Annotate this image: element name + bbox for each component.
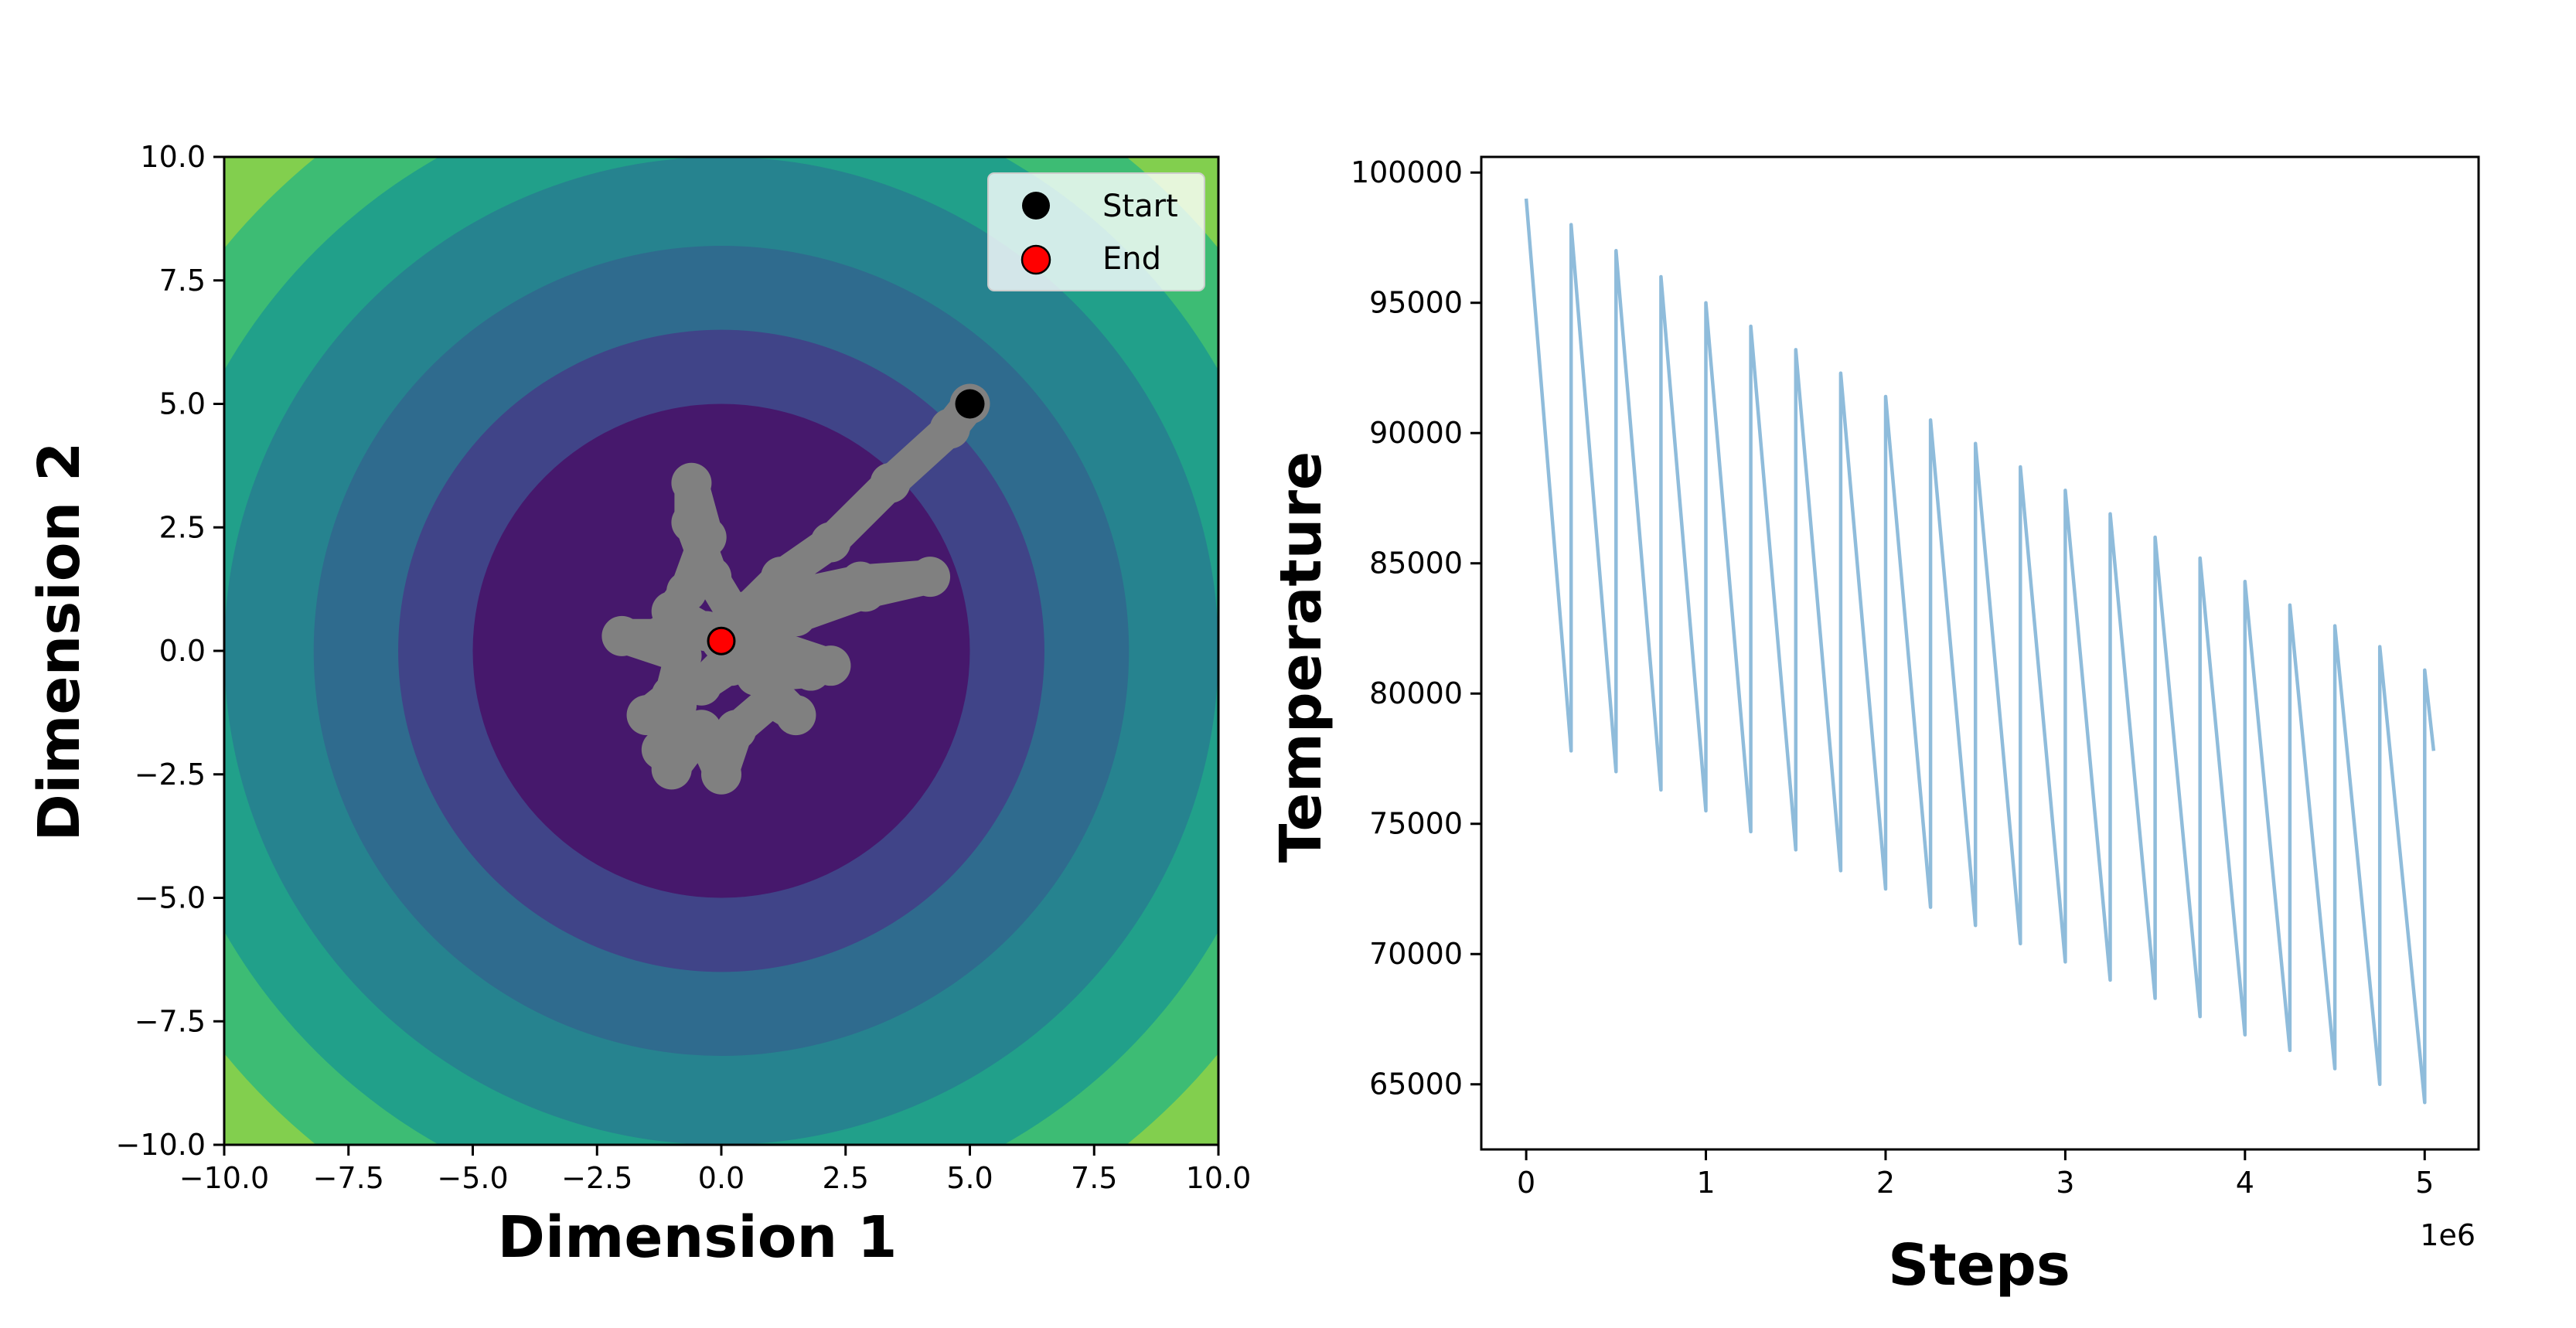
- legend-end-marker: [1021, 244, 1051, 275]
- x-tick-label: −5.0: [437, 1161, 508, 1195]
- y-tick-label: −7.5: [135, 1004, 206, 1038]
- right-x-axis-label: Steps: [1888, 1232, 2070, 1299]
- path-point: [870, 462, 911, 503]
- right-y-ticks: 65000 70000 75000 80000 85000 90000 95000 10000…: [1351, 155, 1481, 1102]
- path-point: [845, 571, 886, 612]
- x-tick-label: 10.0: [1186, 1161, 1252, 1195]
- right-plot-frame: [1480, 155, 2480, 1151]
- start-marker: [955, 389, 985, 419]
- y-tick-label: 85000: [1369, 547, 1463, 581]
- y-tick-label: −2.5: [135, 758, 206, 792]
- left-x-axis-label: Dimension 1: [498, 1204, 898, 1271]
- y-tick-label: 80000: [1369, 676, 1463, 710]
- legend: Start End: [987, 172, 1205, 291]
- temperature-chart: 0 1 2 3 4 5 65000 70000 75000 80000 85000 90000 950…: [1268, 155, 2480, 1299]
- x-tick-label: −7.5: [313, 1161, 384, 1195]
- left-x-ticks: −10.0 −7.5 −5.0 −2.5 0.0 2.5 5.0 7.5 10.0: [179, 1145, 1252, 1195]
- x-tick-label: 3: [2056, 1166, 2074, 1200]
- path-point: [601, 615, 642, 656]
- y-tick-label: 2.5: [159, 510, 206, 544]
- x-tick-label: 0.0: [698, 1161, 745, 1195]
- x-tick-label: 5.0: [946, 1161, 993, 1195]
- x-offset-label: 1e6: [2420, 1218, 2475, 1252]
- path-point: [751, 625, 792, 666]
- y-tick-label: 90000: [1369, 416, 1463, 450]
- right-x-ticks: 0 1 2 3 4 5: [1517, 1149, 2434, 1200]
- path-point: [701, 754, 741, 795]
- y-tick-label: 7.5: [159, 264, 206, 298]
- x-tick-label: −10.0: [179, 1161, 269, 1195]
- path-point: [929, 408, 970, 449]
- y-tick-label: 65000: [1369, 1068, 1463, 1102]
- temperature-series: [1524, 198, 2436, 1105]
- right-y-axis-label: Temperature: [1268, 451, 1334, 863]
- optimization-path: [601, 383, 990, 795]
- x-tick-label: −2.5: [561, 1161, 632, 1195]
- legend-end-label: End: [1102, 241, 1161, 277]
- x-tick-label: 0: [1517, 1166, 1535, 1200]
- contour-chart: −10.0 −7.5 −5.0 −2.5 0.0 2.5 5.0 7.5 10.0 −10.0−…: [26, 140, 1252, 1271]
- y-tick-label: 100000: [1351, 155, 1463, 189]
- y-tick-label: 95000: [1369, 286, 1463, 320]
- x-tick-label: 2: [1876, 1166, 1895, 1200]
- temperature-line: [1524, 198, 2436, 1105]
- path-point: [686, 517, 727, 558]
- path-point: [910, 557, 951, 598]
- x-tick-label: 1: [1696, 1166, 1715, 1200]
- y-tick-label: 75000: [1369, 807, 1463, 841]
- path-point: [716, 710, 757, 751]
- legend-start-marker: [1022, 192, 1050, 220]
- y-tick-label: 10.0: [140, 140, 206, 174]
- path-point: [661, 635, 702, 676]
- end-marker: [707, 626, 736, 655]
- path-point: [775, 596, 816, 637]
- path-point: [651, 749, 692, 790]
- path-point: [681, 710, 722, 751]
- path-point: [810, 645, 851, 686]
- x-tick-label: 2.5: [823, 1161, 869, 1195]
- left-y-axis-label: Dimension 2: [26, 442, 93, 842]
- path-point: [775, 695, 816, 736]
- y-tick-label: 0.0: [159, 634, 206, 668]
- path-point: [671, 462, 712, 503]
- path-point: [681, 665, 722, 706]
- y-tick-label: −10.0: [116, 1128, 206, 1162]
- path-point: [810, 522, 851, 563]
- y-tick-label: 5.0: [159, 387, 206, 421]
- x-tick-label: 5: [2415, 1166, 2434, 1200]
- legend-start-label: Start: [1102, 189, 1178, 224]
- left-y-ticks: −10.0 −7.5 −5.0 −2.5 0.0 2.5 5.0 7.5 10.0: [116, 140, 224, 1162]
- y-tick-label: −5.0: [135, 881, 206, 915]
- y-tick-label: 70000: [1369, 937, 1463, 971]
- x-tick-label: 7.5: [1071, 1161, 1117, 1195]
- start-end-markers: [707, 389, 985, 655]
- x-tick-label: 4: [2236, 1166, 2254, 1200]
